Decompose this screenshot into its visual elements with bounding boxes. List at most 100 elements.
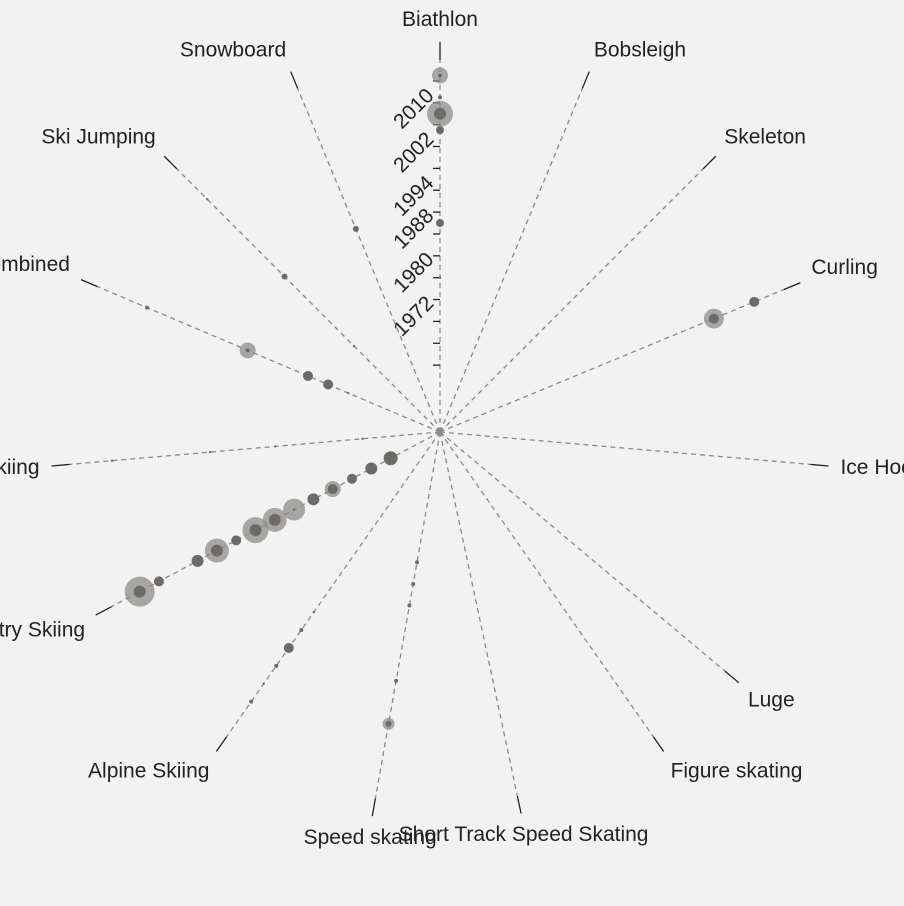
data-point-dot <box>191 554 204 567</box>
data-point-dot <box>245 348 250 353</box>
data-point-dot <box>268 513 281 526</box>
sport-label-ice-hockey: Ice Hockey <box>840 456 904 479</box>
year-tick-label-1972: 1972 <box>389 292 438 341</box>
spoke-figure-skating <box>439 431 654 738</box>
data-point-dot <box>210 544 223 557</box>
data-point-cross-country-skiing-1974 <box>307 493 320 506</box>
data-point-dot <box>438 73 442 78</box>
sport-label-cross-country-skiing: Cross Country Skiing <box>0 619 85 642</box>
data-point-speed-skating-1994 <box>394 678 399 683</box>
data-point-dot <box>312 610 316 614</box>
spoke-end-tick-bobsleigh <box>581 71 590 89</box>
spoke-end-tick-speed-skating <box>371 798 377 817</box>
data-point-nordic-combined-1986 <box>239 342 256 359</box>
data-point-biathlon-1976 <box>438 276 442 279</box>
sport-label-nordic-combined: Nordic Combined <box>0 253 70 276</box>
spoke-end-tick-ski-jumping <box>163 155 178 170</box>
data-point-cross-country-skiing-1990 <box>231 535 242 546</box>
spoke-end-tick-short-track-speed-skating <box>516 795 522 814</box>
data-point-dot <box>411 581 416 586</box>
spoke-end-tick-luge <box>724 670 740 684</box>
sport-label-snowboard: Snowboard <box>180 39 286 62</box>
data-point-ski-jumping-2008 <box>206 198 209 201</box>
data-point-cross-country-skiing-1994 <box>204 538 229 563</box>
data-point-curling-2010 <box>749 296 760 307</box>
data-point-dot <box>133 585 146 598</box>
sport-label-skeleton: Skeleton <box>724 126 806 149</box>
data-point-nordic-combined-2006 <box>145 305 150 310</box>
data-point-cross-country-skiing-1958 <box>383 451 398 466</box>
data-point-dot <box>299 628 304 633</box>
spoke-end-tick-skeleton <box>702 155 717 170</box>
sport-label-figure-skating: Figure skating <box>671 759 803 782</box>
year-tick-label-2002: 2002 <box>389 128 438 177</box>
data-point-alpine-skiing-1988 <box>312 610 316 614</box>
data-point-dot <box>249 524 262 537</box>
data-point-dot <box>407 603 412 608</box>
sport-label-short-track-speed-skating: Short Track Speed Skating <box>399 823 649 846</box>
sport-label-alpine-skiing: Alpine Skiing <box>88 759 209 782</box>
data-point-skiing-1962 <box>361 437 364 440</box>
data-point-dot <box>352 344 356 348</box>
data-point-dot <box>231 535 242 546</box>
data-point-dot <box>249 699 254 704</box>
data-point-ski-jumping-1970 <box>352 344 356 348</box>
data-point-cross-country-skiing-1962 <box>365 462 378 475</box>
spoke-skiing <box>69 431 441 466</box>
data-point-dot <box>394 678 399 683</box>
data-point-dot <box>361 437 364 440</box>
data-point-cross-country-skiing-1998 <box>191 554 204 567</box>
data-point-speed-skating-1980 <box>407 603 412 608</box>
spoke-end-tick-alpine-skiing <box>215 736 228 752</box>
data-point-dot <box>383 451 398 466</box>
data-point-speed-skating-1972 <box>415 560 420 565</box>
data-point-biathlon-2006 <box>427 100 453 127</box>
spoke-end-tick-skiing <box>51 463 70 467</box>
data-point-ski-jumping-1988 <box>281 273 288 280</box>
data-point-dot <box>206 198 209 201</box>
data-point-alpine-skiing-1996 <box>283 642 294 653</box>
data-point-skiing-1978 <box>274 445 277 448</box>
spoke-ski-jumping <box>176 168 441 433</box>
sport-label-skiing: Skiing <box>0 456 40 479</box>
data-point-cross-country-skiing-1982 <box>262 507 287 532</box>
spoke-end-tick-snowboard <box>290 71 299 89</box>
data-point-dot <box>436 126 444 135</box>
data-point-dot <box>415 560 420 565</box>
data-point-biathlon-2009 <box>438 95 442 100</box>
data-point-dot <box>323 379 334 390</box>
data-point-dot <box>365 462 378 475</box>
data-point-dot <box>436 219 444 228</box>
data-point-dot <box>292 508 296 511</box>
data-point-speed-skating-1976 <box>411 581 416 586</box>
sport-label-curling: Curling <box>811 256 878 279</box>
sport-labels-layer: Biathlon Bobsleigh Skeleton Curling Ice Hock… <box>0 8 904 849</box>
spoke-speed-skating <box>374 431 441 799</box>
sport-label-bobsleigh: Bobsleigh <box>594 39 686 62</box>
data-point-dot <box>274 663 279 668</box>
data-point-dot <box>352 225 359 232</box>
data-point-dot <box>208 450 212 454</box>
data-point-speed-skating-2002 <box>382 717 395 730</box>
data-point-dot <box>283 642 294 653</box>
data-point-alpine-skiing-1992 <box>299 628 304 633</box>
data-point-alpine-skiing-2000 <box>274 663 279 668</box>
spoke-nordic-combined <box>97 286 441 433</box>
data-point-dot <box>274 445 277 448</box>
data-point-cross-country-skiing-1986 <box>242 517 269 544</box>
data-point-dot <box>307 493 320 506</box>
data-point-cross-country-skiing-1978 <box>283 498 306 521</box>
spoke-skeleton <box>439 168 704 433</box>
spoke-snowboard <box>297 88 441 433</box>
data-point-cross-country-skiing-1970 <box>324 481 341 498</box>
data-point-cross-country-skiing-1966 <box>347 473 358 484</box>
spoke-short-track-speed-skating <box>439 431 518 797</box>
spoke-end-tick-ice-hockey <box>810 463 829 467</box>
data-point-dot <box>262 682 265 685</box>
data-point-dot <box>708 313 719 324</box>
data-point-dot <box>145 305 150 310</box>
data-point-skiing-1990 <box>208 450 212 454</box>
data-point-dot <box>434 107 446 120</box>
data-point-biathlon-1986 <box>436 219 444 228</box>
